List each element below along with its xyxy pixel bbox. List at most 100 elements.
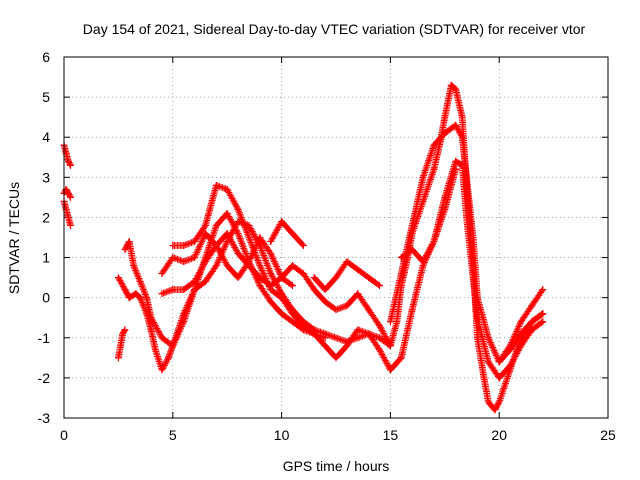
series-marks bbox=[267, 218, 307, 249]
data-point bbox=[365, 330, 373, 338]
data-point bbox=[376, 334, 383, 342]
data-point bbox=[430, 141, 438, 149]
data-point bbox=[125, 238, 133, 245]
data-point bbox=[354, 334, 362, 342]
data-point bbox=[376, 322, 383, 330]
x-tick-label: 20 bbox=[491, 427, 507, 443]
data-point bbox=[365, 274, 373, 282]
y-tick-label: 0 bbox=[42, 290, 50, 306]
data-point bbox=[234, 206, 242, 213]
data-point bbox=[310, 274, 318, 282]
y-tick-label: -2 bbox=[38, 370, 51, 386]
y-tick-label: 2 bbox=[42, 209, 50, 225]
data-point bbox=[321, 286, 329, 294]
data-point bbox=[343, 342, 351, 350]
data-point bbox=[180, 242, 188, 249]
data-point bbox=[452, 121, 460, 129]
data-point bbox=[151, 346, 159, 354]
y-tick-label: 6 bbox=[42, 49, 50, 65]
x-tick-label: 5 bbox=[169, 427, 177, 443]
x-tick-label: 10 bbox=[274, 427, 290, 443]
data-point bbox=[169, 342, 177, 350]
data-point bbox=[506, 362, 514, 370]
data-point bbox=[408, 246, 416, 253]
data-point bbox=[310, 330, 318, 338]
data-point bbox=[484, 398, 492, 406]
data-point bbox=[117, 342, 124, 350]
data-point bbox=[408, 306, 416, 314]
data-point bbox=[289, 310, 296, 318]
data-point bbox=[165, 354, 172, 362]
data-point bbox=[408, 222, 416, 229]
data-point bbox=[387, 366, 394, 374]
data-point bbox=[430, 238, 438, 245]
data-point bbox=[419, 173, 427, 181]
data-point bbox=[267, 298, 275, 306]
data-point bbox=[387, 318, 394, 326]
data-point bbox=[321, 334, 329, 342]
series-marks bbox=[60, 141, 74, 169]
data-point bbox=[299, 322, 307, 330]
data-point bbox=[169, 254, 177, 261]
data-point bbox=[506, 346, 514, 354]
data-point bbox=[397, 254, 405, 261]
x-tick-label: 25 bbox=[600, 427, 616, 443]
data-point bbox=[365, 306, 373, 314]
data-point bbox=[202, 222, 209, 229]
x-tick-label: 15 bbox=[383, 427, 399, 443]
data-point bbox=[158, 334, 166, 342]
data-point bbox=[158, 290, 166, 298]
y-tick-label: 5 bbox=[42, 89, 50, 105]
series-arc-7 bbox=[169, 181, 329, 342]
data-point bbox=[289, 318, 296, 326]
data-point bbox=[452, 165, 460, 173]
data-marks bbox=[60, 81, 547, 414]
data-point bbox=[119, 330, 127, 338]
data-point bbox=[517, 318, 525, 326]
data-point bbox=[212, 262, 220, 269]
data-point bbox=[354, 326, 362, 334]
data-point bbox=[458, 113, 466, 121]
series-arc-2 bbox=[60, 185, 74, 201]
data-point bbox=[256, 234, 264, 241]
data-point bbox=[343, 302, 351, 310]
data-point bbox=[143, 294, 151, 302]
data-point bbox=[480, 374, 488, 382]
y-tick-label: 1 bbox=[42, 250, 50, 266]
data-point bbox=[67, 161, 74, 169]
data-point bbox=[121, 286, 129, 294]
series-arc-1 bbox=[60, 141, 74, 169]
axis-ticks bbox=[63, 56, 609, 419]
data-point bbox=[202, 258, 209, 265]
data-point bbox=[495, 358, 503, 366]
data-point bbox=[517, 342, 525, 350]
data-point bbox=[289, 230, 296, 237]
data-point bbox=[234, 274, 242, 282]
data-point bbox=[191, 278, 198, 286]
data-point bbox=[528, 326, 536, 334]
data-point bbox=[458, 133, 466, 141]
data-point bbox=[180, 286, 188, 294]
data-point bbox=[223, 210, 231, 217]
data-point bbox=[191, 254, 198, 261]
data-point bbox=[245, 262, 253, 269]
data-point bbox=[484, 334, 492, 342]
data-point bbox=[223, 185, 231, 193]
data-point bbox=[212, 242, 220, 249]
data-point bbox=[332, 306, 340, 314]
data-point bbox=[64, 157, 72, 165]
data-point bbox=[310, 286, 318, 294]
data-point bbox=[64, 214, 72, 221]
data-point bbox=[180, 318, 188, 326]
data-point bbox=[256, 282, 264, 290]
data-point bbox=[539, 318, 547, 326]
data-point bbox=[463, 173, 470, 181]
data-point bbox=[539, 286, 547, 294]
data-point bbox=[278, 274, 285, 282]
data-point bbox=[115, 274, 122, 282]
data-point bbox=[376, 346, 383, 354]
data-point bbox=[256, 274, 264, 282]
series-arc-3 bbox=[60, 198, 74, 229]
data-point bbox=[278, 310, 285, 318]
